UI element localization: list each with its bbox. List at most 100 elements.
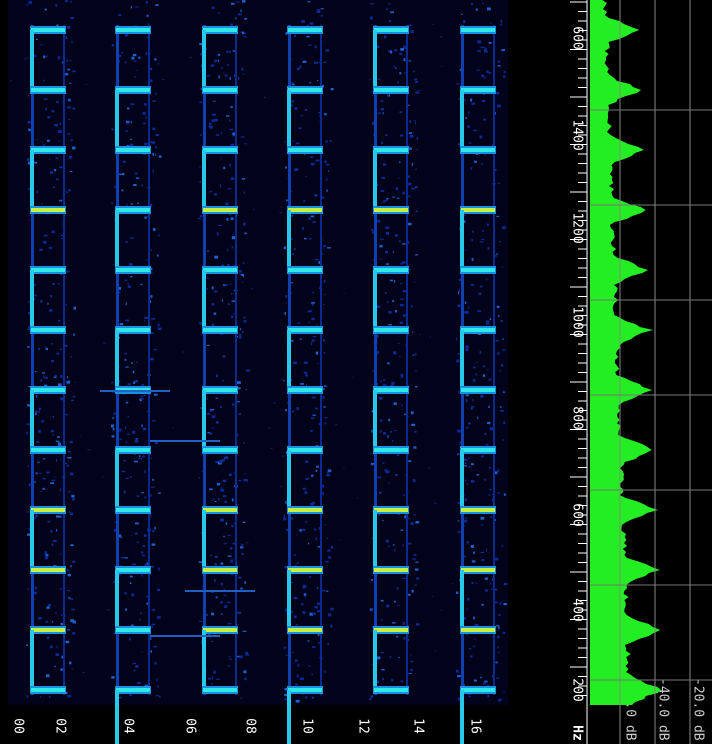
noise	[129, 638, 131, 640]
noise	[472, 399, 473, 402]
noise	[224, 75, 227, 77]
noise	[67, 695, 71, 698]
noise	[214, 313, 217, 315]
noise	[214, 119, 218, 122]
noise	[215, 501, 217, 502]
noise	[43, 55, 45, 58]
noise	[112, 417, 114, 419]
noise	[416, 577, 419, 579]
noise	[497, 105, 501, 108]
noise	[370, 695, 373, 697]
noise	[486, 444, 489, 446]
noise	[28, 121, 31, 124]
noise	[239, 656, 243, 658]
noise	[415, 81, 418, 83]
noise	[111, 425, 114, 428]
tone-trace	[63, 25, 65, 695]
noise	[130, 476, 132, 478]
noise	[392, 197, 394, 198]
noise	[415, 122, 416, 124]
noise	[497, 352, 499, 354]
tone	[203, 28, 237, 32]
noise	[415, 353, 417, 355]
tone	[203, 388, 237, 392]
noise	[72, 70, 75, 72]
noise	[305, 109, 307, 111]
noise	[228, 304, 229, 305]
noise	[50, 171, 53, 174]
noise	[137, 542, 138, 543]
noise	[215, 461, 218, 463]
noise	[315, 46, 317, 49]
noise	[66, 60, 68, 62]
noise	[430, 337, 431, 338]
noise	[211, 64, 215, 66]
noise	[403, 544, 404, 546]
noise	[380, 239, 384, 240]
noise	[242, 74, 244, 75]
noise	[410, 135, 414, 138]
noise	[152, 128, 155, 130]
noise	[211, 683, 212, 685]
noise	[411, 411, 414, 414]
noise	[70, 512, 73, 515]
noise	[394, 280, 395, 283]
noise	[47, 140, 50, 142]
noise	[489, 494, 491, 495]
noise	[225, 456, 229, 459]
noise	[301, 58, 302, 59]
noise	[281, 456, 284, 457]
noise	[414, 282, 416, 283]
noise	[212, 415, 215, 418]
noise	[225, 501, 227, 503]
noise	[399, 161, 400, 163]
noise	[162, 79, 165, 80]
noise	[158, 492, 161, 493]
noise	[401, 404, 402, 406]
noise	[223, 543, 227, 544]
tone	[30, 390, 34, 450]
tone	[288, 628, 322, 632]
noise	[145, 496, 146, 499]
noise	[230, 560, 233, 563]
noise	[389, 20, 391, 22]
tone	[287, 690, 291, 744]
noise	[49, 247, 52, 249]
noise	[219, 462, 221, 463]
noise	[72, 621, 75, 624]
tone-trace	[148, 25, 150, 695]
noise	[238, 413, 241, 414]
noise	[392, 440, 393, 442]
noise	[283, 517, 286, 520]
noise	[280, 486, 282, 487]
noise	[150, 358, 154, 360]
noise	[200, 134, 202, 135]
noise	[311, 163, 315, 165]
noise	[396, 187, 398, 190]
noise	[395, 67, 397, 69]
noise	[498, 651, 499, 653]
noise	[306, 176, 307, 177]
noise	[210, 409, 214, 411]
noise	[501, 20, 503, 23]
noise	[151, 250, 152, 251]
noise	[67, 26, 71, 29]
noise	[408, 543, 411, 545]
noise	[144, 217, 146, 219]
noise	[143, 545, 145, 547]
noise	[326, 591, 328, 592]
noise	[50, 646, 53, 649]
noise	[387, 301, 388, 303]
noise	[133, 381, 135, 384]
tone	[460, 90, 464, 150]
noise	[380, 420, 383, 422]
noise	[34, 599, 35, 600]
noise	[372, 231, 374, 233]
noise	[319, 657, 320, 658]
tone	[287, 210, 291, 270]
noise	[308, 45, 312, 46]
noise	[467, 541, 469, 543]
noise	[284, 514, 285, 517]
noise	[123, 161, 126, 163]
noise	[497, 647, 498, 649]
